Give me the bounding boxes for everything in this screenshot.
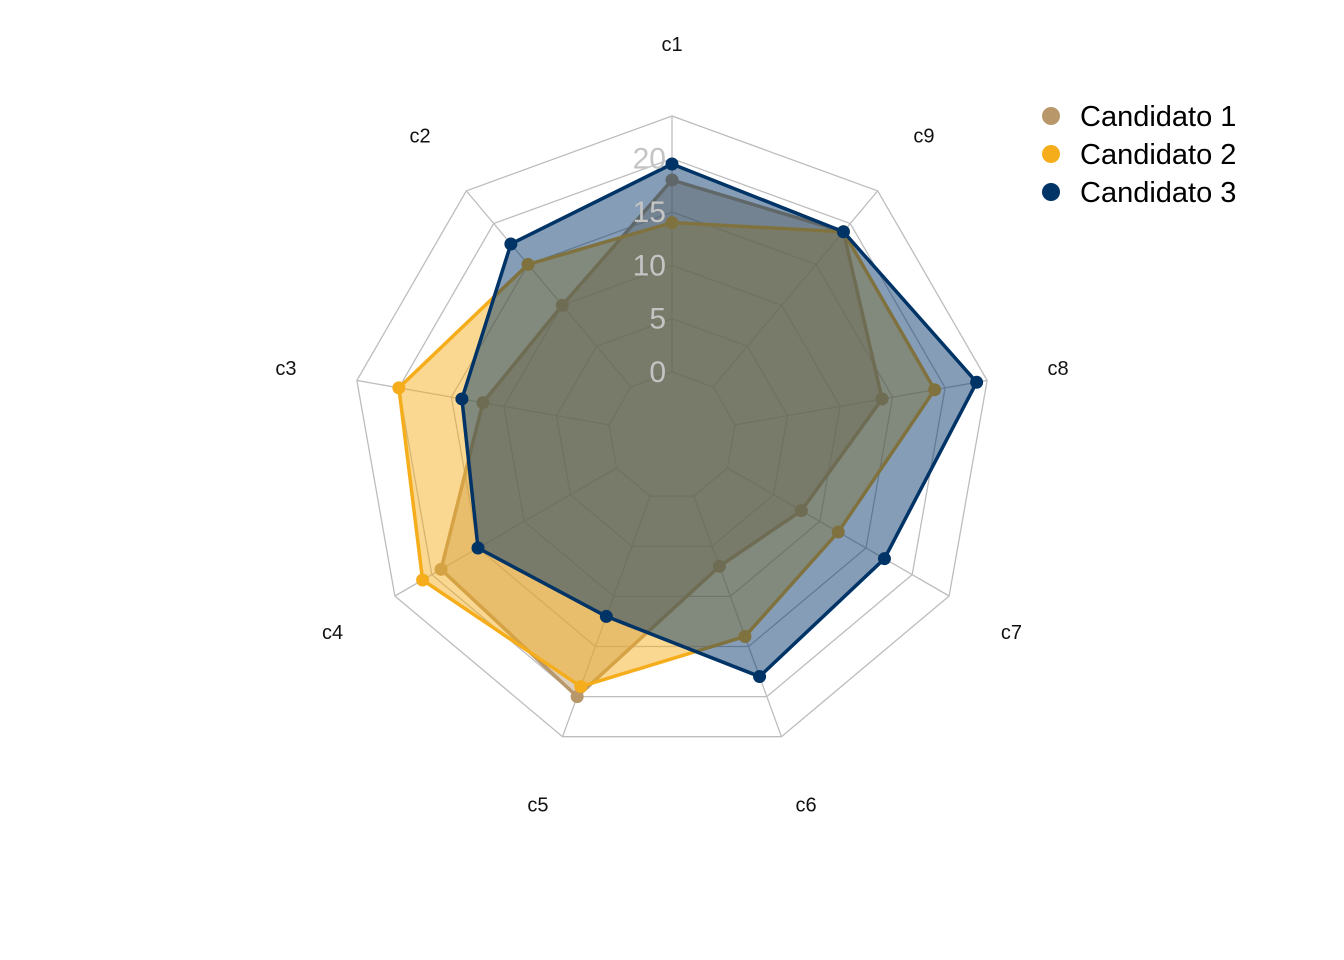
axis-label-c7: c7 — [1001, 622, 1022, 644]
series-3-point-c9 — [836, 225, 850, 239]
grid-ring-4 — [398, 157, 946, 698]
series-1-point-c4 — [434, 562, 448, 576]
axis-label-c4: c4 — [322, 622, 343, 644]
axis-label-c3: c3 — [275, 358, 296, 380]
legend-label-3: Candidato 3 — [1080, 177, 1236, 209]
grid-spoke-c4 — [394, 467, 617, 597]
series-2-point-c6 — [738, 629, 752, 643]
series-area-2 — [397, 220, 937, 689]
series-area-3 — [460, 162, 979, 679]
tick-label-20: 20 — [633, 143, 666, 176]
series-1-point-c8 — [875, 392, 889, 406]
series-3-point-c7 — [877, 552, 891, 566]
legend-swatch-2 — [1042, 145, 1060, 163]
grid-ring-3 — [450, 211, 894, 648]
tick-layer: 0 5 10 15 20 — [633, 143, 666, 389]
series-3-point-c3 — [455, 392, 469, 406]
series-3 — [455, 157, 984, 684]
axis-label-c2: c2 — [409, 126, 430, 148]
grid-spoke-c9 — [712, 190, 879, 388]
legend-label-1: Candidato 1 — [1080, 101, 1236, 133]
series-1-point-c2 — [555, 298, 569, 312]
series-1-point-c3 — [476, 396, 490, 410]
axis-label-c8: c8 — [1047, 358, 1068, 380]
tick-label-5: 5 — [649, 303, 666, 336]
series-1-point-c1 — [665, 173, 679, 187]
legend-label-2: Candidato 2 — [1080, 139, 1236, 171]
axis-label-layer: c1 c2 c3 c4 c5 c6 c7 c8 c9 — [275, 34, 1068, 816]
tick-label-0: 0 — [649, 356, 666, 389]
grid-spoke-c6 — [693, 495, 783, 737]
series-3-point-c5 — [599, 609, 613, 623]
series-3-point-c2 — [504, 237, 518, 251]
legend: Candidato 1 Candidato 2 Candidato 3 — [1042, 101, 1236, 209]
series-3-point-c8 — [970, 375, 984, 389]
grid-ring-1 — [555, 317, 789, 547]
tick-label-15: 15 — [633, 196, 666, 229]
axis-label-c6: c6 — [796, 794, 817, 816]
axis-label-c1: c1 — [661, 34, 682, 56]
axis-label-c5: c5 — [527, 794, 548, 816]
series-2-point-c2 — [521, 257, 535, 271]
series-2-point-c5 — [574, 680, 588, 694]
series-2-point-c3 — [392, 381, 406, 395]
series-3-point-c6 — [753, 670, 767, 684]
legend-swatch-3 — [1042, 183, 1060, 201]
grid-ring-0 — [608, 371, 736, 497]
series-1-point-c7 — [794, 504, 808, 518]
grid-spoke-c2 — [465, 190, 632, 388]
grid-ring-5 — [356, 115, 988, 738]
series-layer — [392, 157, 984, 704]
tick-label-10: 10 — [633, 249, 666, 282]
series-2-point-c7 — [831, 525, 845, 539]
series-2 — [392, 216, 942, 694]
axis-label-c9: c9 — [913, 126, 934, 148]
series-3-point-c4 — [471, 541, 485, 555]
series-2-point-c4 — [416, 573, 430, 587]
grid-spoke-c8 — [734, 379, 988, 426]
legend-swatch-1 — [1042, 107, 1060, 125]
series-1-point-c6 — [712, 559, 726, 573]
series-2-point-c1 — [665, 216, 679, 230]
series-3-point-c1 — [665, 157, 679, 171]
grid-ring-2 — [503, 264, 841, 598]
series-1-point-c5 — [570, 690, 584, 704]
series-2-point-c8 — [928, 383, 942, 397]
